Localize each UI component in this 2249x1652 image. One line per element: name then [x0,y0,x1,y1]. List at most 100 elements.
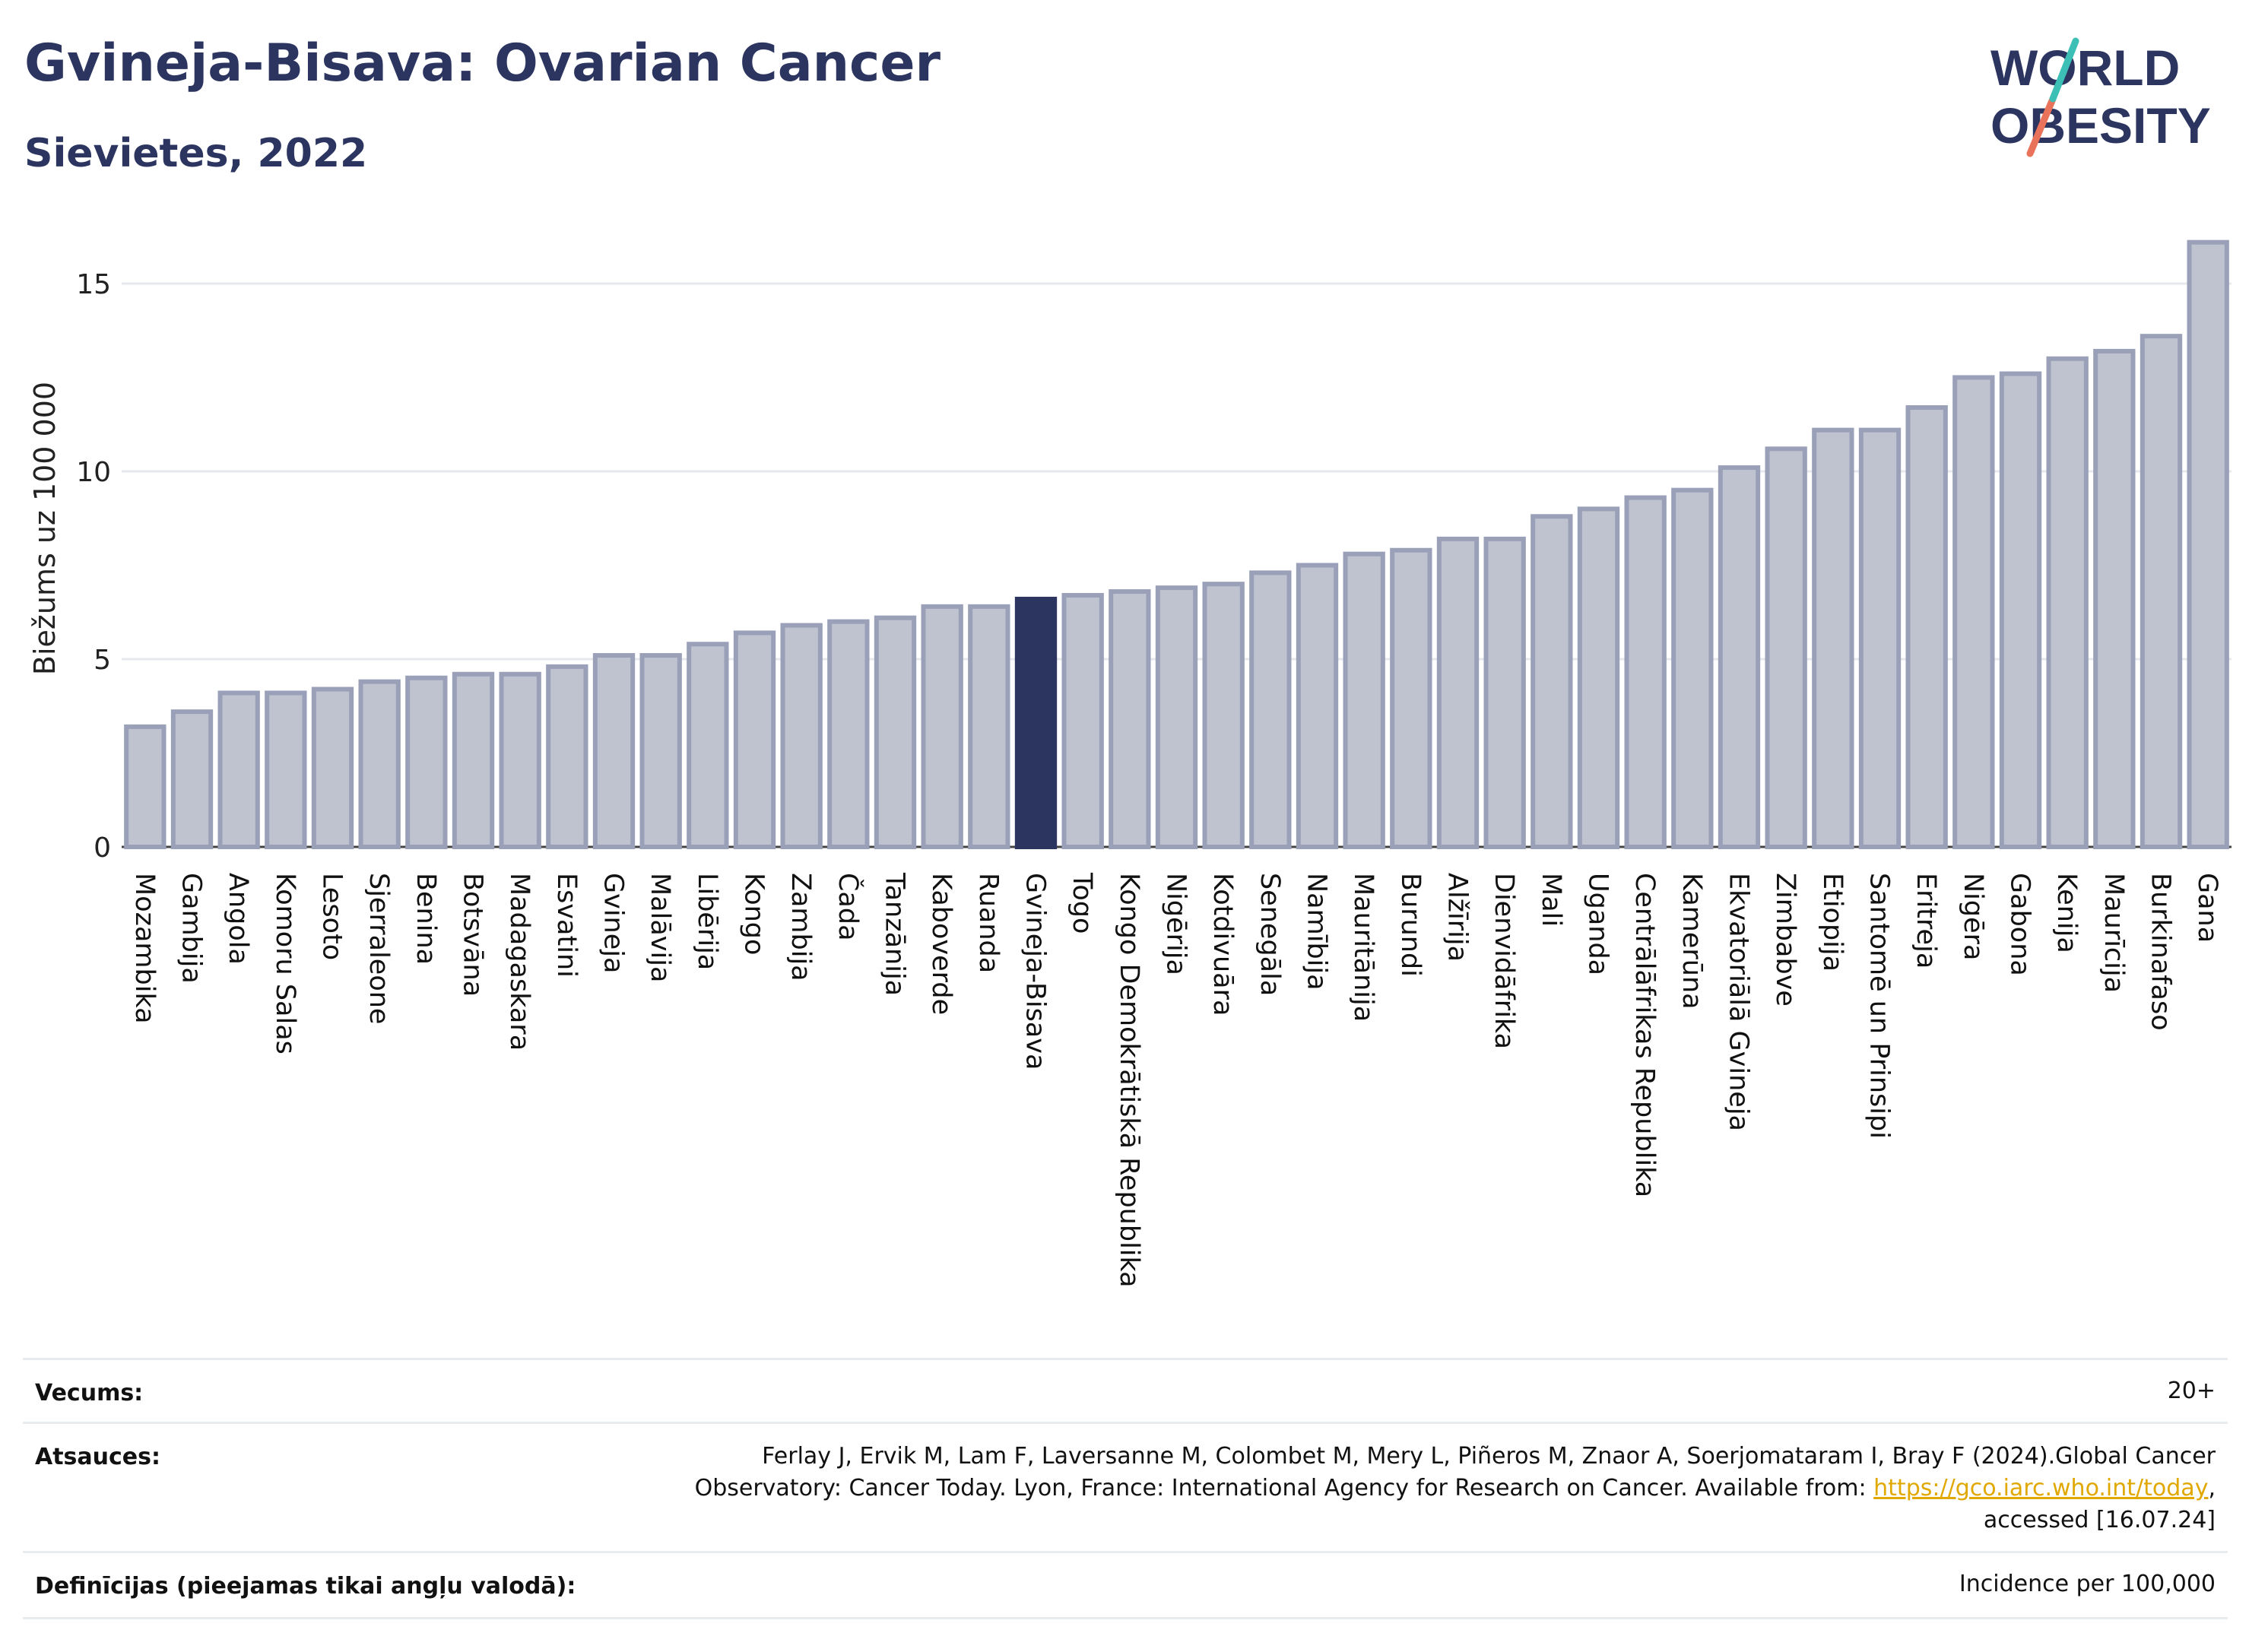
age-value: 20+ [2167,1378,2216,1404]
bar-kongo [733,630,776,849]
y-tick-labels: 0 5 10 15 [76,269,111,864]
page-title: Gvineja-Bisava: Ovarian Cancer [24,33,941,94]
x-tick-label: Kotdivuāra [1207,873,1238,1016]
footer-row-age: Vecums: 20+ [23,1358,2228,1424]
bar-burkinafaso [2140,334,2183,850]
bar-eritreja [1905,405,1948,849]
bar-gvineja-bisava [1014,596,1058,850]
x-tick-label: Čada [833,873,864,941]
logo-slash-teal [2049,37,2079,103]
y-axis-label: Biežums uz 100 000 [28,382,62,675]
bar-gvineja [592,653,636,849]
bar-mozambika [124,724,167,849]
bar-botsvāna [452,671,495,850]
x-tick-label: Etiopija [1817,873,1848,972]
x-tick-label: Togo [1067,872,1097,934]
x-tick-label: Gambija [176,873,207,984]
x-tick-label: Sjerraleone [363,873,394,1024]
x-tick-label: Angola [223,873,253,965]
x-tick-label: Centrālāfrikas Republika [1629,873,1660,1197]
bar-benina [405,675,448,850]
x-tick-label: Komoru Salas [270,873,300,1054]
bar-santomē-un-prinsipi [1858,427,1902,849]
bar-mali [1531,514,1573,850]
x-tick-label: Tanzānija [880,872,910,996]
logo-text-line2: OBESITY [1990,97,2211,154]
x-tick-label: Mauritānija [1348,873,1378,1022]
bar-burundi [1390,547,1432,849]
x-tick-label: Burundi [1395,873,1426,977]
x-tick-label: Ruanda [973,873,1004,973]
bar-uganda [1577,506,1620,850]
bar-libērija [687,642,729,849]
x-tick-label: Maurīcija [2098,873,2129,993]
x-tick-label: Zambija [785,873,816,981]
bar-kotdivuāra [1202,582,1245,849]
x-tick-label: Esvatini [551,873,582,978]
references-line2-comma: , [2208,1475,2216,1501]
bar-madagaskara [499,671,541,850]
y-tick-label: 0 [94,832,111,864]
bar-senegāla [1249,570,1292,849]
bar-malāvija [639,653,682,849]
x-tick-label: Gvineja [598,873,629,973]
page-subtitle: Sievietes, 2022 [24,131,368,176]
bar-angola [217,690,260,850]
x-tick-label: Kongo Demokrātiskā Republika [1114,873,1144,1288]
x-tick-label: Benina [411,873,441,965]
bar-zimbabve [1765,446,1807,849]
x-tick-label: Kenija [2051,873,2082,953]
y-tick-label: 5 [94,645,111,676]
references-link[interactable]: https://gco.iarc.who.int/today [1873,1475,2209,1501]
bar-alžīrija [1436,536,1480,849]
x-tick-label: Lesoto [317,873,347,960]
definitions-label: Definīcijas (pieejamas tikai angļu valod… [35,1573,576,1600]
references-label: Atsauces: [35,1444,160,1470]
bar-komoru-salas [265,690,307,850]
logo-text-line1: WORLD [1990,40,2180,96]
x-tick-label: Libērija [692,873,722,970]
bar-sjerraleone [358,679,401,850]
x-tick-labels: Mozambika Gambija Angola Komoru Salas Lesoto… [129,872,2222,1288]
x-tick-label: Nigēra [1958,873,1988,961]
x-tick-label: Namībija [1302,873,1332,991]
footer-row-references: Atsauces: Ferlay J, Ervik M, Lam F, Lave… [23,1422,2228,1553]
references-line3: accessed [16.07.24] [1983,1507,2216,1533]
bar-zambija [780,623,823,849]
x-tick-label: Gvineja-Bisava [1020,873,1051,1070]
references-text: Ferlay J, Ervik M, Lam F, Laversanne M, … [695,1441,2216,1536]
bar-etiopija [1812,427,1854,849]
x-tick-label: Kaboverde [926,873,956,1015]
references-line2: Observatory: Cancer Today. Lyon, France:… [695,1473,2216,1505]
x-tick-label: Kamerūna [1676,873,1707,1010]
bar-gabona [1999,371,2042,849]
x-tick-label: Zimbabve [1770,873,1800,1007]
x-tick-label: Santomē un Prinsipi [1864,873,1895,1139]
x-tick-label: Nigērija [1161,873,1191,975]
x-tick-label: Uganda [1583,873,1613,975]
x-tick-label: Malāvija [645,873,675,982]
x-tick-label: Dienvidāfrika [1489,873,1519,1049]
bar-centrālāfrikas-republika [1624,495,1667,850]
x-tick-label: Eritreja [1911,873,1941,969]
bar-gambija [170,709,214,849]
y-tick-label: 10 [76,457,111,488]
bar-togo [1061,593,1104,850]
references-line2-text: Observatory: Cancer Today. Lyon, France:… [694,1475,1874,1501]
references-line1: Ferlay J, Ervik M, Lam F, Laversanne M, … [762,1443,2216,1470]
bar-mauritānija [1343,551,1385,849]
logo-slash-red [2026,95,2057,157]
bar-gana [2187,239,2229,850]
bar-ruanda [968,604,1010,850]
x-tick-label: Botsvāna [458,873,488,997]
bar-kenija [2046,356,2089,849]
y-tick-label: 15 [76,269,111,300]
x-tick-label: Ekvatoriālā Gvineja [1724,873,1754,1131]
bar-ekvatoriālā-gvineja [1718,465,1761,849]
x-tick-label: Mali [1536,873,1566,927]
x-tick-label: Kongo [739,873,769,955]
x-tick-label: Madagaskara [504,873,534,1051]
bar-tanzānija [874,615,917,849]
bar-nigēra [1952,375,1995,849]
bar-dienvidāfrika [1483,536,1526,849]
